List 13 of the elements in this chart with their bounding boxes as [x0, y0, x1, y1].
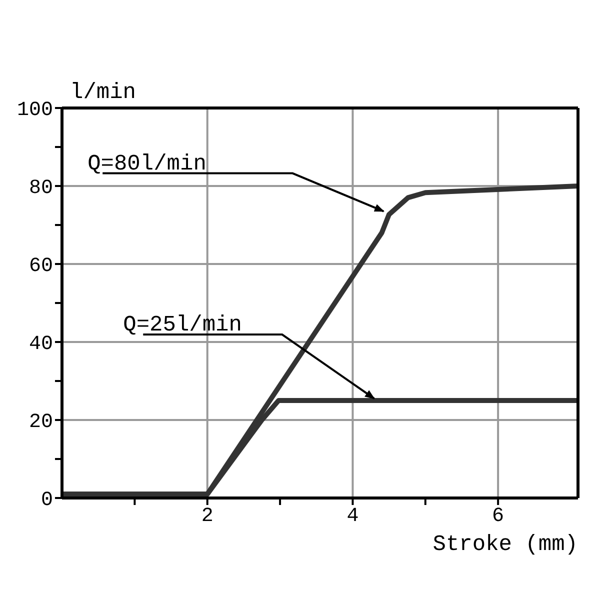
y-tick-label: 0: [40, 489, 53, 512]
x-tick-label: 4: [346, 505, 359, 528]
y-tick-label: 20: [28, 411, 53, 434]
annotation: Q=25l/min: [123, 312, 242, 338]
y-axis-title: l/min: [70, 80, 136, 105]
y-tick-label: 100: [16, 99, 53, 122]
y-tick-label: 80: [28, 177, 53, 200]
y-tick-label: 60: [28, 255, 53, 278]
x-axis-title: Stroke (mm): [432, 532, 578, 557]
y-tick-label: 40: [28, 333, 53, 356]
x-tick-label: 6: [492, 505, 504, 528]
annotation: Q=80l/min: [88, 151, 206, 176]
x-tick-label: 2: [201, 505, 214, 528]
